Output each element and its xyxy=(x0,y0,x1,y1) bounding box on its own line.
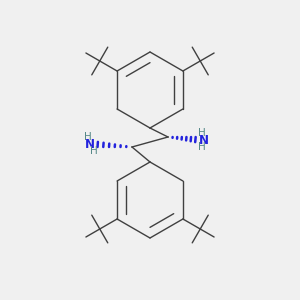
Text: H: H xyxy=(198,128,206,138)
Text: N: N xyxy=(199,134,209,146)
Text: H: H xyxy=(84,132,92,142)
Text: H: H xyxy=(198,142,206,152)
Text: N: N xyxy=(85,137,95,151)
Text: H: H xyxy=(90,146,98,156)
